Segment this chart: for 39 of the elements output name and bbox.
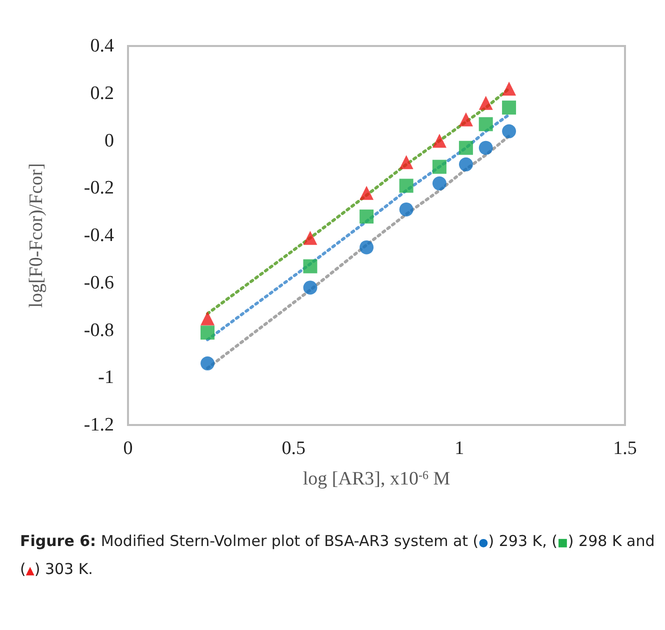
point (458, 157, 473, 172)
y-tick-label: -0.8 (84, 320, 114, 341)
point (478, 96, 493, 110)
point (432, 134, 446, 148)
y-tick-label: 0 (104, 130, 114, 152)
x-tick-label: 1.5 (613, 438, 637, 459)
point (502, 82, 516, 96)
y-tick-label: 0.4 (90, 36, 114, 56)
point (502, 100, 516, 115)
point (432, 176, 446, 190)
y-tick-label: 0.2 (90, 82, 114, 104)
point (478, 117, 493, 132)
point (200, 311, 215, 326)
y-tick-label: -0.2 (84, 178, 114, 199)
point (502, 124, 516, 138)
point (458, 140, 473, 155)
point (303, 280, 318, 295)
point (200, 326, 215, 340)
point (399, 155, 414, 170)
point (399, 202, 414, 216)
x-tick-label: 1 (454, 438, 464, 459)
point (432, 160, 446, 174)
point (360, 186, 374, 200)
y-tick-label: -0.4 (84, 225, 114, 246)
x-tick-label: 0.5 (282, 438, 306, 459)
point (478, 140, 493, 155)
point (360, 240, 374, 254)
y-tick-label: -0.6 (84, 272, 114, 294)
point (399, 178, 414, 193)
y-axis-title: log[F0-Fcor)/Fcor] (26, 163, 47, 308)
point (303, 230, 318, 245)
point (360, 210, 374, 224)
point (200, 356, 215, 370)
y-tick-label: -1.2 (84, 414, 114, 436)
x-tick-label: 0 (123, 438, 133, 459)
point (303, 259, 318, 274)
text: Figure 6: Modified Stern-Volmer plot of BSA-AR3 system at (●) 293 K, (■) 298 K and (▲) 303 K. (20, 532, 655, 578)
y-tick-label: -1 (98, 367, 114, 388)
point (458, 112, 473, 126)
